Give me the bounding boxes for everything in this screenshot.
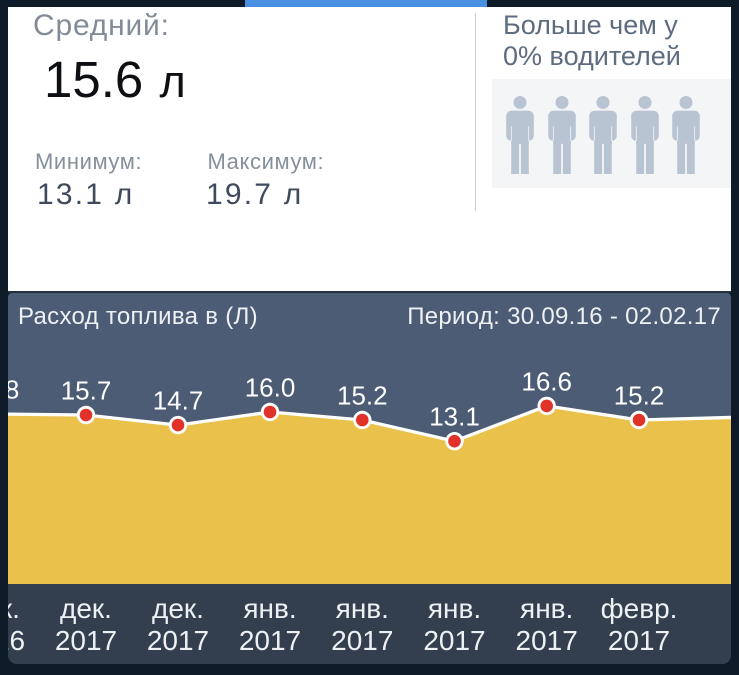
svg-text:15.8: 15.8	[8, 375, 19, 405]
svg-text:14.7: 14.7	[153, 386, 204, 416]
svg-text:15.2: 15.2	[614, 381, 665, 411]
svg-text:16.0: 16.0	[245, 373, 296, 403]
svg-text:16.6: 16.6	[521, 366, 572, 396]
svg-text:13.1: 13.1	[429, 402, 480, 432]
svg-text:15.7: 15.7	[61, 376, 112, 406]
svg-text:15.2: 15.2	[337, 381, 388, 411]
